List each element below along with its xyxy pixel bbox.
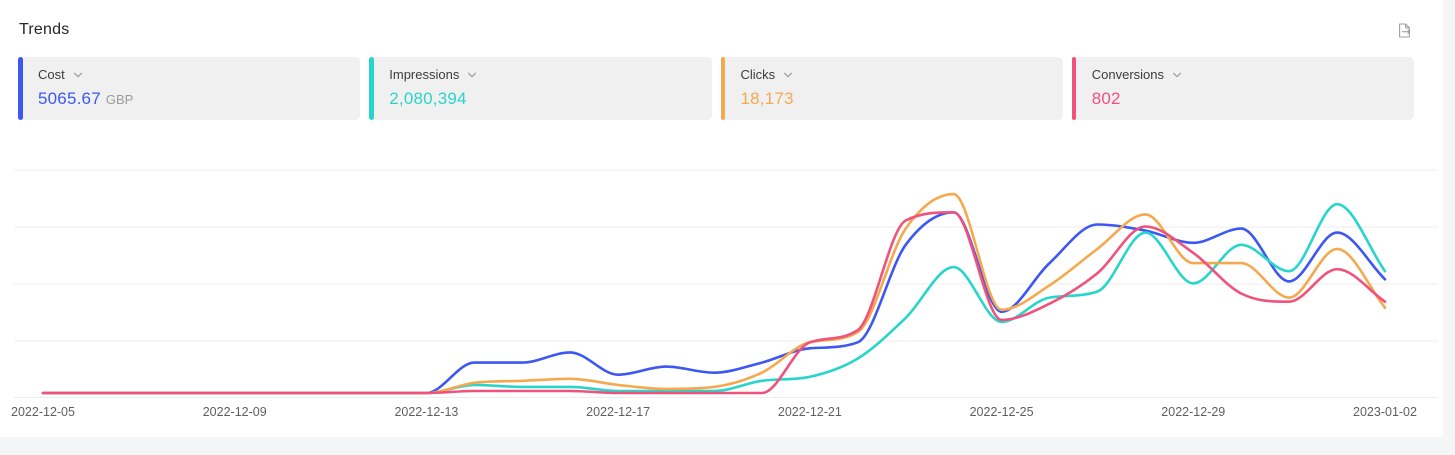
metric-label: Conversions	[1091, 67, 1165, 82]
metric-value: 5065.67	[38, 89, 101, 108]
metric-label: Clicks	[740, 67, 776, 82]
x-axis-label: 2023-01-02	[1353, 405, 1417, 419]
card-accent-bar	[18, 57, 23, 120]
metric-cards-row: Cost 5065.67 GBP Impressions 2,080,394 Clicks…	[18, 57, 1414, 120]
metric-card-conversions[interactable]: Conversions 802	[1071, 57, 1414, 120]
export-report-button[interactable]	[1396, 22, 1413, 39]
chevron-down-icon[interactable]	[72, 69, 84, 81]
x-axis-label: 2022-12-25	[970, 405, 1034, 419]
metric-label: Cost	[38, 67, 65, 82]
series-line-conversions	[41, 210, 1387, 395]
metric-unit: GBP	[105, 92, 134, 107]
file-export-icon	[1399, 23, 1411, 38]
metric-value: 18,173	[740, 89, 794, 108]
page-title: Trends	[19, 21, 70, 38]
metric-card-clicks[interactable]: Clicks 18,173	[720, 57, 1063, 120]
metric-label: Impressions	[389, 67, 460, 82]
trends-panel: Trends Cost 5065.67 GBP Impressions 2,080,39…	[0, 0, 1443, 437]
chevron-down-icon[interactable]	[782, 69, 794, 81]
card-accent-bar	[369, 57, 374, 120]
chevron-down-icon[interactable]	[1171, 69, 1183, 81]
series-line-clicks	[41, 192, 1387, 395]
metric-value: 802	[1091, 89, 1121, 108]
x-axis-label: 2022-12-17	[586, 405, 650, 419]
x-axis-label: 2022-12-21	[778, 405, 842, 419]
chevron-down-icon[interactable]	[466, 69, 478, 81]
x-axis-label: 2022-12-09	[203, 405, 267, 419]
panel-header: Trends	[0, 0, 1443, 40]
card-accent-bar	[720, 57, 725, 120]
card-accent-bar	[1071, 57, 1077, 120]
metric-card-impressions[interactable]: Impressions 2,080,394	[369, 57, 712, 120]
x-axis-label: 2022-12-13	[394, 405, 458, 419]
x-axis-label: 2022-12-29	[1161, 405, 1225, 419]
trends-chart: 2022-12-05 2022-12-09 2022-12-13 2022-12-17…	[0, 150, 1443, 450]
metric-value: 2,080,394	[389, 89, 467, 108]
metric-card-cost[interactable]: Cost 5065.67 GBP	[18, 57, 361, 120]
series-line-impressions	[41, 202, 1387, 395]
trends-line-chart: 2022-12-05 2022-12-09 2022-12-13 2022-12-17…	[11, 169, 1438, 419]
series-line-cost	[41, 210, 1387, 395]
x-axis-label: 2022-12-05	[11, 405, 75, 419]
